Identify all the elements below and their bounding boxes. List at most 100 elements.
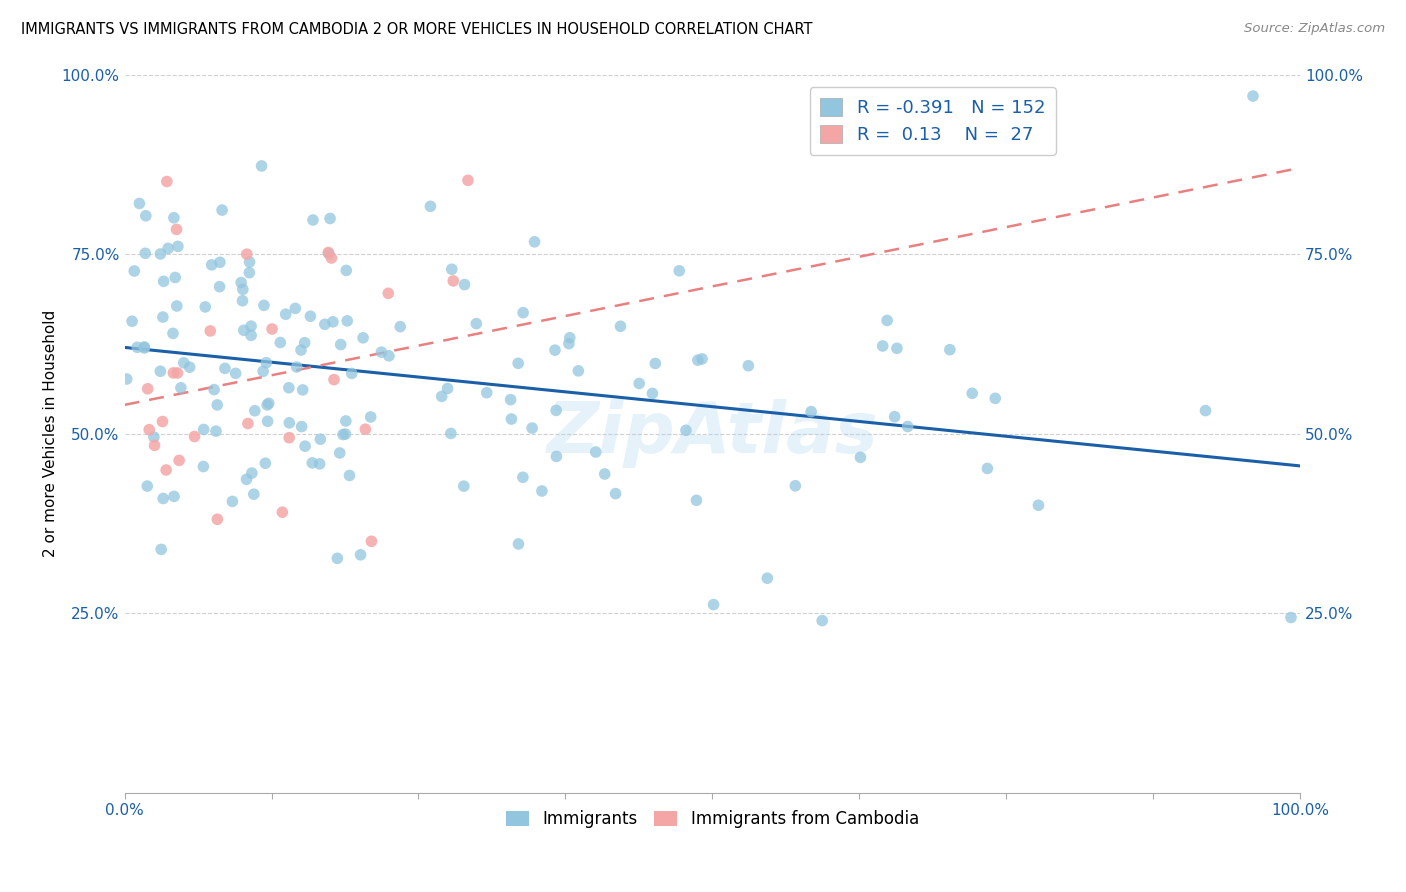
Point: [235, 472, 257, 486]
Point: [354, 422, 377, 436]
Point: [208, 255, 231, 269]
Point: [278, 431, 301, 445]
Point: [453, 479, 475, 493]
Point: [430, 389, 453, 403]
Point: [378, 349, 401, 363]
Point: [675, 423, 697, 437]
Point: [318, 246, 340, 260]
Point: [257, 396, 280, 410]
Point: [457, 173, 479, 187]
Point: [236, 247, 259, 261]
Point: [134, 341, 156, 355]
Point: [127, 340, 149, 354]
Point: [170, 381, 193, 395]
Point: [163, 489, 186, 503]
Point: [166, 366, 188, 380]
Point: [453, 277, 475, 292]
Point: [530, 483, 553, 498]
Point: [238, 266, 260, 280]
Point: [339, 468, 361, 483]
Point: [149, 364, 172, 378]
Point: [335, 427, 357, 442]
Point: [440, 262, 463, 277]
Point: [157, 241, 180, 255]
Point: [253, 298, 276, 312]
Point: [1279, 610, 1302, 624]
Point: [984, 392, 1007, 406]
Text: Source: ZipAtlas.com: Source: ZipAtlas.com: [1244, 22, 1385, 36]
Point: [301, 456, 323, 470]
Point: [149, 60, 172, 74]
Point: [360, 534, 382, 549]
Point: [254, 356, 277, 370]
Point: [322, 315, 344, 329]
Point: [329, 337, 352, 351]
Point: [501, 412, 523, 426]
Point: [201, 258, 224, 272]
Point: [756, 571, 779, 585]
Point: [512, 470, 534, 484]
Point: [872, 339, 894, 353]
Point: [523, 235, 546, 249]
Point: [284, 301, 307, 316]
Text: IMMIGRANTS VS IMMIGRANTS FROM CAMBODIA 2 OR MORE VEHICLES IN HOUSEHOLD CORRELATI: IMMIGRANTS VS IMMIGRANTS FROM CAMBODIA 2…: [21, 22, 813, 37]
Point: [124, 264, 146, 278]
Point: [329, 446, 352, 460]
Point: [207, 512, 229, 526]
Point: [152, 274, 174, 288]
Point: [136, 382, 159, 396]
Point: [377, 286, 399, 301]
Point: [308, 457, 330, 471]
Point: [155, 463, 177, 477]
Point: [278, 416, 301, 430]
Point: [240, 328, 263, 343]
Point: [641, 386, 664, 401]
Point: [605, 486, 627, 500]
Point: [152, 491, 174, 506]
Point: [876, 313, 898, 327]
Point: [335, 263, 357, 277]
Point: [285, 359, 308, 374]
Point: [644, 356, 666, 370]
Point: [128, 196, 150, 211]
Point: [166, 222, 188, 236]
Point: [294, 439, 316, 453]
Point: [274, 307, 297, 321]
Point: [558, 336, 581, 351]
Point: [558, 331, 581, 345]
Point: [205, 424, 228, 438]
Point: [800, 404, 823, 418]
Point: [323, 373, 346, 387]
Point: [546, 450, 568, 464]
Point: [785, 479, 807, 493]
Point: [166, 299, 188, 313]
Point: [508, 537, 530, 551]
Point: [152, 310, 174, 324]
Point: [250, 159, 273, 173]
Point: [544, 343, 567, 358]
Point: [165, 270, 187, 285]
Point: [173, 356, 195, 370]
Point: [321, 251, 343, 265]
Point: [156, 175, 179, 189]
Point: [319, 211, 342, 226]
Point: [1028, 498, 1050, 512]
Point: [690, 351, 713, 366]
Point: [609, 319, 631, 334]
Point: [134, 340, 156, 354]
Point: [849, 450, 872, 465]
Point: [262, 322, 284, 336]
Point: [271, 505, 294, 519]
Point: [138, 423, 160, 437]
Point: [960, 386, 983, 401]
Point: [193, 459, 215, 474]
Point: [440, 426, 463, 441]
Point: [115, 372, 138, 386]
Point: [314, 318, 336, 332]
Point: [703, 598, 725, 612]
Point: [976, 461, 998, 475]
Point: [520, 421, 543, 435]
Point: [183, 429, 205, 443]
Point: [291, 383, 314, 397]
Point: [225, 367, 247, 381]
